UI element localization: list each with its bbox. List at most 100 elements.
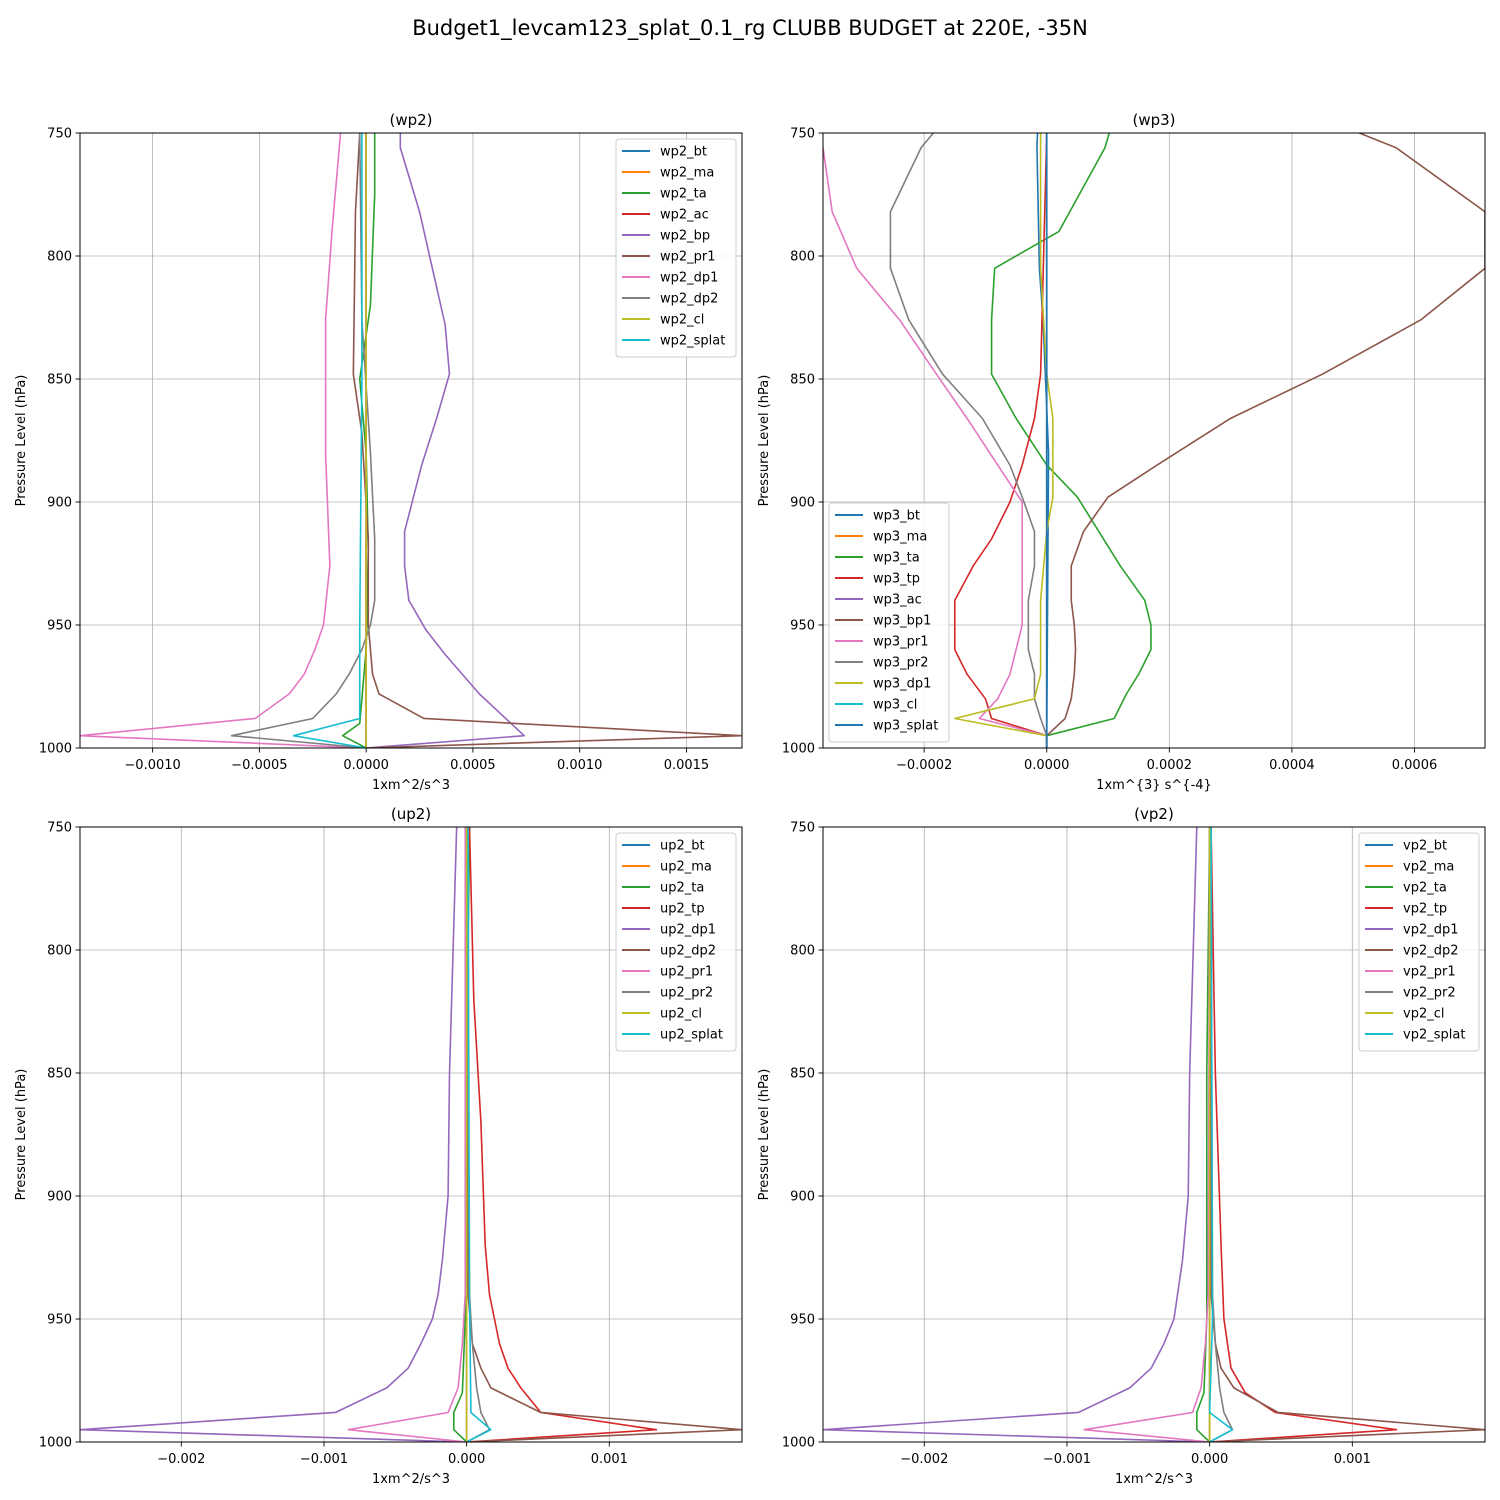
series-line-vp2_splat <box>1208 827 1234 1442</box>
subplot-1: −0.0010 −0.0005 0.0000 0.0005 0.0010 0.0015 75… <box>14 111 743 793</box>
x-tick-label: 0.000 <box>448 1452 485 1467</box>
series-line-wp2_pr1 <box>352 133 742 748</box>
x-tick-label: −0.002 <box>900 1452 948 1467</box>
series-group <box>823 133 1485 748</box>
legend-entry: wp3_splat <box>873 719 938 734</box>
y-tick-label: 950 <box>47 619 72 634</box>
axes-frame <box>822 826 1486 1443</box>
x-tick-label: 0.0002 <box>1147 758 1193 773</box>
subplot-2: −0.0002 0.0000 0.0002 0.0004 0.0006 750 800 850… <box>757 111 1486 793</box>
series-line-up2_tp <box>466 827 658 1442</box>
x-tick-label: −0.0005 <box>231 758 287 773</box>
figure-title: Budget1_levcam123_splat_0.1_rg CLUBB BUD… <box>412 16 1088 40</box>
subplot-title: (up2) <box>391 805 431 823</box>
y-tick-label: 750 <box>47 821 72 836</box>
legend-entry: wp3_dp1 <box>873 677 931 692</box>
legend-entry: vp2_dp1 <box>1403 923 1459 938</box>
series-line-wp2_dp1 <box>80 133 367 748</box>
legend-entry: wp2_bt <box>660 145 707 160</box>
series-line-wp2_dp2 <box>230 133 376 748</box>
legend: wp3_bt wp3_ma wp3_ta wp3_tp wp3_ac wp3_bp1 wp3… <box>828 502 950 743</box>
series-line-wp2_bp <box>366 133 525 748</box>
y-tick-label: 850 <box>47 373 72 388</box>
x-tick-label: −0.002 <box>157 1452 205 1467</box>
legend-entry: up2_dp2 <box>660 944 716 959</box>
legend-entry: wp2_ma <box>660 166 714 181</box>
x-tick-label: 0.0004 <box>1269 758 1315 773</box>
series-line-up2_dp1 <box>80 827 467 1442</box>
legend-entry: up2_bt <box>660 839 705 854</box>
legend-entry: wp2_dp1 <box>660 271 718 286</box>
y-tick-label: 900 <box>790 1190 815 1205</box>
legend-entry: vp2_dp2 <box>1403 944 1459 959</box>
legend-entry: vp2_ma <box>1403 860 1454 875</box>
y-tick-label: 750 <box>790 127 815 142</box>
x-tick-label: −0.001 <box>1043 1452 1091 1467</box>
y-tick-label: 950 <box>47 1313 72 1328</box>
legend: vp2_bt vp2_ma vp2_ta vp2_tp vp2_dp1 vp2_dp2vp… <box>1358 832 1480 1052</box>
y-tick-label: 850 <box>47 1067 72 1082</box>
axes-frame <box>822 132 1486 749</box>
x-axis-label: 1xm^2/s^3 <box>1115 1472 1193 1487</box>
legend-entry: up2_ta <box>660 881 704 896</box>
legend-entry: up2_splat <box>660 1028 723 1043</box>
series-line-up2_pr1 <box>347 827 467 1442</box>
legend-entry: wp3_ac <box>873 593 922 608</box>
series-group <box>80 827 742 1442</box>
legend-entry: wp2_splat <box>660 334 725 349</box>
x-tick-label: −0.001 <box>300 1452 348 1467</box>
series-line-wp2_splat <box>292 133 367 748</box>
y-tick-label: 800 <box>790 944 815 959</box>
legend-entry: wp2_cl <box>660 313 704 328</box>
y-tick-label: 900 <box>47 496 72 511</box>
legend-entry: wp2_ac <box>660 208 709 223</box>
x-tick-label: 0.000 <box>1191 1452 1228 1467</box>
x-tick-label: 0.0010 <box>557 758 603 773</box>
x-tick-label: 0.0005 <box>450 758 496 773</box>
y-tick-label: 750 <box>47 127 72 142</box>
y-tick-label: 800 <box>47 250 72 265</box>
legend-entry: vp2_tp <box>1403 902 1447 917</box>
x-axis-label: 1xm^{3} s^{-4} <box>1096 778 1212 793</box>
y-axis-label: Pressure Level (hPa) <box>14 375 29 507</box>
y-tick-label: 1000 <box>782 1436 815 1451</box>
x-tick-label: 0.0015 <box>664 758 710 773</box>
legend-entry: wp2_dp2 <box>660 292 718 307</box>
series-line-wp3_pr1 <box>823 147 1048 748</box>
y-tick-label: 900 <box>47 1190 72 1205</box>
legend-entry: vp2_pr1 <box>1403 965 1456 980</box>
y-axis-label: Pressure Level (hPa) <box>757 375 772 507</box>
subplot-4: −0.002 −0.001 0.000 0.001 750 800 850 900 950 100… <box>757 805 1486 1487</box>
x-tick-label: −0.0010 <box>124 758 180 773</box>
y-axis-label: Pressure Level (hPa) <box>14 1069 29 1201</box>
y-axis-label: Pressure Level (hPa) <box>757 1069 772 1201</box>
legend-entry: wp3_pr1 <box>873 635 929 650</box>
legend-entry: up2_pr1 <box>660 965 713 980</box>
series-line-vp2_ta <box>1196 827 1211 1442</box>
y-tick-label: 800 <box>47 944 72 959</box>
legend-entry: up2_ma <box>660 860 712 875</box>
y-tick-label: 800 <box>790 250 815 265</box>
legend-entry: wp3_pr2 <box>873 656 929 671</box>
subplot-title: (wp3) <box>1132 111 1175 129</box>
legend-entry: wp3_bt <box>873 509 920 524</box>
series-line-vp2_dp1 <box>823 827 1210 1442</box>
legend-entry: vp2_bt <box>1403 839 1447 854</box>
x-tick-label: −0.0002 <box>896 758 952 773</box>
y-tick-label: 750 <box>790 821 815 836</box>
x-tick-label: 0.001 <box>591 1452 628 1467</box>
legend-entry: wp2_ta <box>660 187 707 202</box>
series-line-wp3_tp <box>953 133 1048 748</box>
series-line-vp2_tp <box>1209 827 1398 1442</box>
x-tick-label: 0.001 <box>1334 1452 1371 1467</box>
y-tick-label: 900 <box>790 496 815 511</box>
subplot-title: (vp2) <box>1134 805 1174 823</box>
y-tick-label: 1000 <box>39 742 72 757</box>
series-group <box>823 827 1485 1442</box>
legend: wp2_bt wp2_ma wp2_ta wp2_ac wp2_bp wp2_pr1 wp2… <box>615 138 737 358</box>
legend-entry: wp3_ta <box>873 551 920 566</box>
legend-entry: wp3_ma <box>873 530 927 545</box>
x-axis-label: 1xm^2/s^3 <box>372 778 450 793</box>
legend-entry: wp3_bp1 <box>873 614 931 629</box>
